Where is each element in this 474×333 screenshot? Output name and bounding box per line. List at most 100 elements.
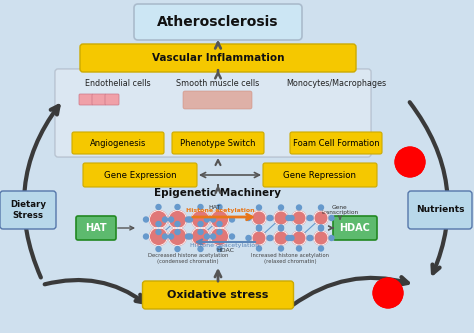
FancyBboxPatch shape (290, 132, 382, 154)
Circle shape (267, 215, 272, 220)
Circle shape (191, 227, 210, 245)
FancyBboxPatch shape (333, 216, 377, 240)
Circle shape (175, 229, 180, 234)
Circle shape (229, 234, 235, 239)
Circle shape (308, 215, 313, 220)
Text: Gene
transcription: Gene transcription (321, 204, 358, 215)
Circle shape (297, 205, 301, 210)
Circle shape (246, 215, 251, 220)
Circle shape (175, 246, 180, 251)
Text: Gene Expression: Gene Expression (104, 170, 176, 179)
Text: Endothelial cells: Endothelial cells (85, 79, 151, 88)
Circle shape (168, 217, 173, 222)
Circle shape (308, 235, 313, 240)
Circle shape (256, 205, 262, 210)
Circle shape (256, 226, 262, 231)
Text: Dietary
Stress: Dietary Stress (10, 200, 46, 220)
FancyBboxPatch shape (134, 4, 302, 40)
Circle shape (286, 215, 291, 220)
FancyBboxPatch shape (92, 94, 106, 105)
FancyBboxPatch shape (76, 216, 116, 240)
FancyBboxPatch shape (80, 44, 356, 72)
Circle shape (198, 204, 203, 209)
FancyBboxPatch shape (83, 163, 197, 187)
Circle shape (252, 211, 266, 225)
Circle shape (168, 234, 173, 239)
Circle shape (210, 227, 228, 245)
Circle shape (256, 225, 262, 230)
Circle shape (319, 226, 323, 231)
Circle shape (217, 204, 222, 209)
Text: Atherosclerosis: Atherosclerosis (157, 15, 279, 29)
Circle shape (279, 205, 283, 210)
Circle shape (217, 246, 222, 251)
Circle shape (175, 204, 180, 209)
Circle shape (185, 234, 191, 239)
Text: Oxidative stress: Oxidative stress (167, 290, 269, 300)
Circle shape (149, 227, 167, 245)
Circle shape (149, 210, 167, 228)
Circle shape (279, 225, 283, 230)
Text: HAT: HAT (85, 223, 107, 233)
FancyBboxPatch shape (72, 132, 164, 154)
Circle shape (297, 225, 301, 230)
Text: Vascular Inflammation: Vascular Inflammation (152, 53, 284, 63)
Circle shape (329, 215, 334, 220)
FancyBboxPatch shape (105, 94, 119, 105)
Circle shape (274, 231, 288, 245)
Circle shape (163, 234, 167, 239)
Circle shape (289, 235, 294, 240)
Text: HDAC: HDAC (216, 248, 234, 253)
Circle shape (319, 246, 323, 251)
Circle shape (144, 217, 148, 222)
Text: Phenotype Switch: Phenotype Switch (180, 139, 256, 148)
Circle shape (256, 246, 262, 251)
Circle shape (267, 235, 272, 240)
Circle shape (252, 231, 266, 245)
Circle shape (297, 246, 301, 251)
Circle shape (319, 205, 323, 210)
Circle shape (210, 210, 228, 228)
Circle shape (274, 211, 288, 225)
Circle shape (292, 211, 306, 225)
Circle shape (198, 221, 203, 226)
FancyBboxPatch shape (408, 191, 472, 229)
FancyBboxPatch shape (79, 94, 93, 105)
Circle shape (292, 231, 306, 245)
Circle shape (268, 215, 273, 220)
Circle shape (175, 221, 180, 226)
Text: Histone deacetylation: Histone deacetylation (191, 243, 260, 248)
Text: Gene Repression: Gene Repression (283, 170, 356, 179)
Circle shape (319, 225, 323, 230)
Circle shape (289, 215, 294, 220)
Circle shape (329, 235, 334, 240)
FancyBboxPatch shape (143, 281, 293, 309)
Text: Histone acetylation: Histone acetylation (186, 208, 255, 213)
Circle shape (297, 226, 301, 231)
Circle shape (279, 226, 283, 231)
Circle shape (163, 217, 167, 222)
Circle shape (268, 235, 273, 240)
Circle shape (198, 229, 203, 234)
Circle shape (198, 246, 203, 251)
Circle shape (229, 217, 235, 222)
Circle shape (168, 227, 186, 245)
Text: Decreased histone acetylation
(condensed chromatin): Decreased histone acetylation (condensed… (148, 253, 228, 264)
Circle shape (314, 211, 328, 225)
Circle shape (210, 234, 216, 239)
Circle shape (307, 215, 312, 220)
FancyBboxPatch shape (183, 91, 252, 109)
FancyBboxPatch shape (55, 69, 371, 157)
Text: HDAC: HDAC (339, 223, 371, 233)
Circle shape (168, 210, 186, 228)
Text: Monocytes/Macrophages: Monocytes/Macrophages (286, 79, 386, 88)
Circle shape (314, 231, 328, 245)
Text: HAT: HAT (209, 205, 221, 210)
Text: Angiogenesis: Angiogenesis (90, 139, 146, 148)
Text: Epigenetic Machinery: Epigenetic Machinery (155, 188, 282, 198)
Circle shape (156, 246, 161, 251)
Text: Foam Cell Formation: Foam Cell Formation (292, 139, 379, 148)
FancyBboxPatch shape (263, 163, 377, 187)
Text: Smooth muscle cells: Smooth muscle cells (176, 79, 260, 88)
Circle shape (191, 210, 210, 228)
